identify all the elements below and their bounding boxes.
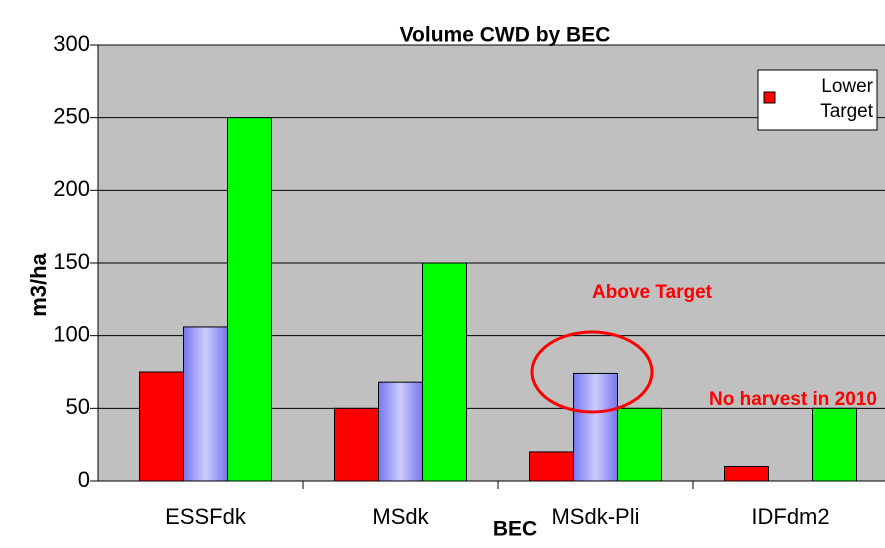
bar — [227, 117, 272, 482]
annotation: No harvest in 2010 — [709, 389, 877, 410]
bar — [422, 262, 467, 482]
y-tick-label: 250 — [53, 103, 90, 128]
x-axis-label: BEC — [493, 518, 537, 541]
legend-label: Lower Target — [820, 76, 873, 122]
x-tick-label: IDFdm2 — [751, 504, 829, 529]
y-tick-label: 50 — [66, 394, 90, 419]
y-tick-label: 0 — [78, 467, 90, 492]
highlight-ellipse — [530, 330, 654, 414]
y-tick-label: 150 — [53, 249, 90, 274]
bar — [139, 371, 184, 482]
x-tick-label: MSdk-Pli — [551, 504, 639, 529]
y-tick-label: 300 — [53, 31, 90, 56]
chart-title: Volume CWD by BEC — [400, 24, 611, 47]
bar — [529, 451, 574, 482]
bar — [573, 372, 618, 482]
x-tick-label: MSdk — [372, 504, 429, 529]
x-tick-label: ESSFdk — [165, 504, 247, 529]
bar — [617, 407, 662, 482]
bar — [183, 326, 228, 482]
y-axis-label: m3/ha — [26, 252, 51, 316]
y-tick-label: 100 — [53, 321, 90, 346]
legend-swatch — [763, 91, 776, 104]
bar — [334, 407, 379, 482]
bar — [724, 465, 769, 482]
bar — [812, 407, 857, 482]
annotation: Above Target — [592, 282, 713, 303]
y-tick-label: 200 — [53, 176, 90, 201]
legend-box — [757, 69, 878, 131]
bar — [378, 381, 423, 482]
